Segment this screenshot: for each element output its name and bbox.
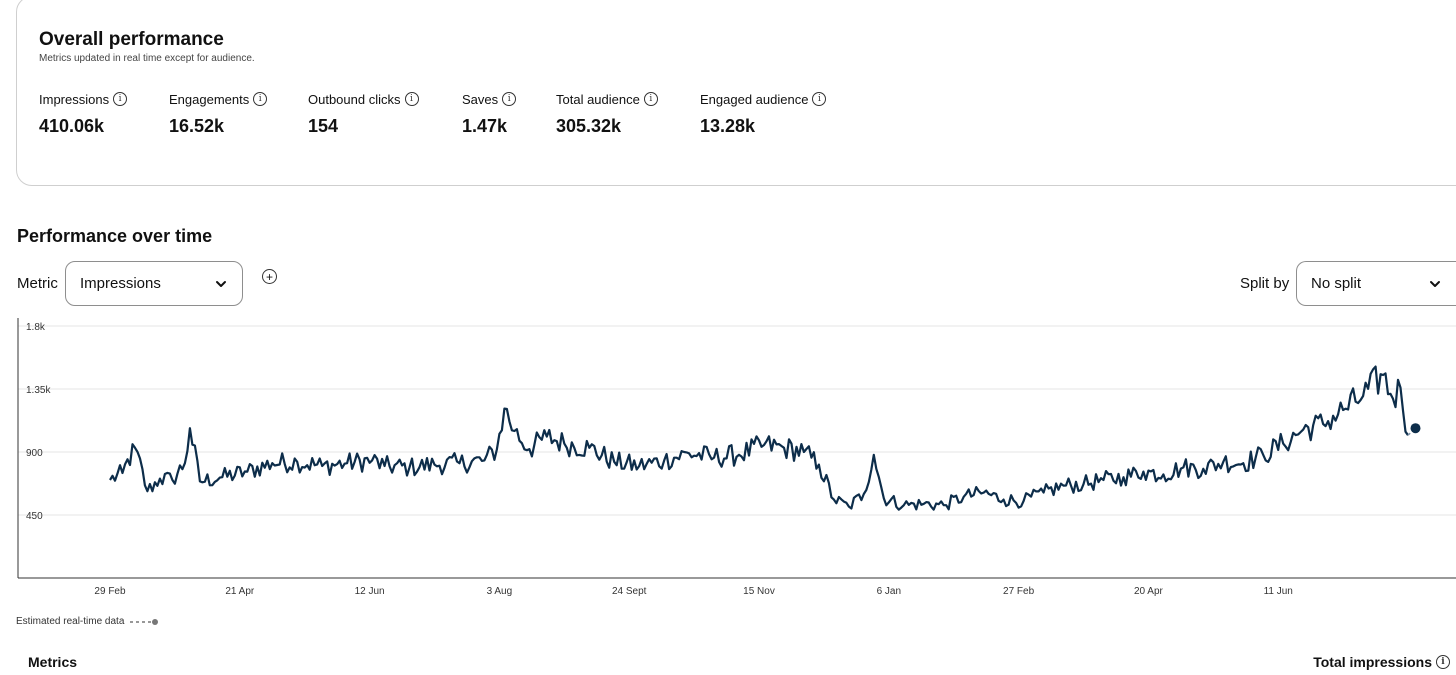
chevron-down-icon [216,280,226,287]
impressions-series-line[interactable] [109,365,1409,511]
x-tick-label: 6 Jan [877,586,901,597]
chevron-down-icon [1430,280,1440,287]
stat-value: 305.32k [556,116,622,136]
x-tick-label: 3 Aug [487,586,513,597]
x-tick-label: 20 Apr [1134,586,1164,597]
x-tick-label: 29 Feb [94,586,126,597]
stat-label: Engaged audience [700,91,809,107]
info-icon[interactable]: i [643,92,658,106]
stat-value: 13.28k [700,116,756,136]
y-tick-label: 450 [26,511,43,522]
metric-label: Metric [17,275,58,292]
stat-label: Saves [462,91,499,107]
stat-value: 154 [308,116,339,136]
x-tick-label: 24 Sept [612,586,647,597]
estimated-legend-label: Estimated real-time data [16,616,125,627]
overall-performance-title: Overall performance [39,29,224,50]
stat-saves: Saves i 1.47k [462,90,517,137]
info-icon[interactable]: i [502,92,517,106]
grid [18,325,1456,516]
stat-label: Total audience [556,91,640,107]
stat-engaged-audience: Engaged audience i 13.28k [700,90,827,137]
x-tick-label: 12 Jun [355,586,385,597]
info-icon[interactable]: i [113,92,128,106]
stat-impressions: Impressions i 410.06k [39,90,128,137]
x-tick-label: 27 Feb [1003,586,1035,597]
total-impressions-label: Total impressions [1313,654,1432,670]
overall-performance-card [16,0,1456,186]
x-tick-labels: 29 Feb 21 Apr 12 Jun 3 Aug 24 Sept 15 Nov 6 Ja… [94,586,1292,597]
split-select-value: No split [1311,275,1362,292]
stat-engagements: Engagements i 16.52k [169,90,268,137]
split-select[interactable]: No split [1296,261,1456,306]
info-icon[interactable]: i [1436,655,1450,669]
estimated-data-point[interactable] [1410,423,1421,434]
info-icon[interactable]: i [253,92,268,106]
y-tick-labels: 450 900 1.35k 1.8k [26,322,51,522]
y-tick-label: 1.35k [26,385,51,396]
stat-value: 16.52k [169,116,225,136]
stat-label: Outbound clicks [308,91,401,107]
stat-total-audience: Total audience i 305.32k [556,90,658,137]
dashed-dot-icon [130,618,159,625]
stat-value: 410.06k [39,116,105,136]
metric-select[interactable]: Impressions [65,261,243,306]
info-icon[interactable]: i [404,92,419,106]
stat-label: Engagements [169,91,250,107]
x-tick-label: 21 Apr [225,586,255,597]
total-impressions-heading: Total impressions i [1313,654,1450,670]
metric-select-value: Impressions [80,275,161,292]
y-tick-label: 1.8k [26,322,46,333]
y-tick-label: 900 [26,448,43,459]
info-icon[interactable]: i [812,92,827,106]
metrics-heading: Metrics [28,654,78,670]
add-metric-icon[interactable]: + [262,269,277,284]
stat-value: 1.47k [462,116,508,136]
x-tick-label: 11 Jun [1264,586,1293,597]
stat-label: Impressions [39,91,110,107]
overall-performance-subtitle: Metrics updated in real time except for … [39,53,255,64]
split-by-label: Split by [1240,275,1290,292]
estimated-realtime-legend: Estimated real-time data [16,616,159,627]
performance-over-time-title: Performance over time [17,226,213,246]
x-tick-label: 15 Nov [743,586,775,597]
stat-outbound-clicks: Outbound clicks i 154 [308,90,419,137]
